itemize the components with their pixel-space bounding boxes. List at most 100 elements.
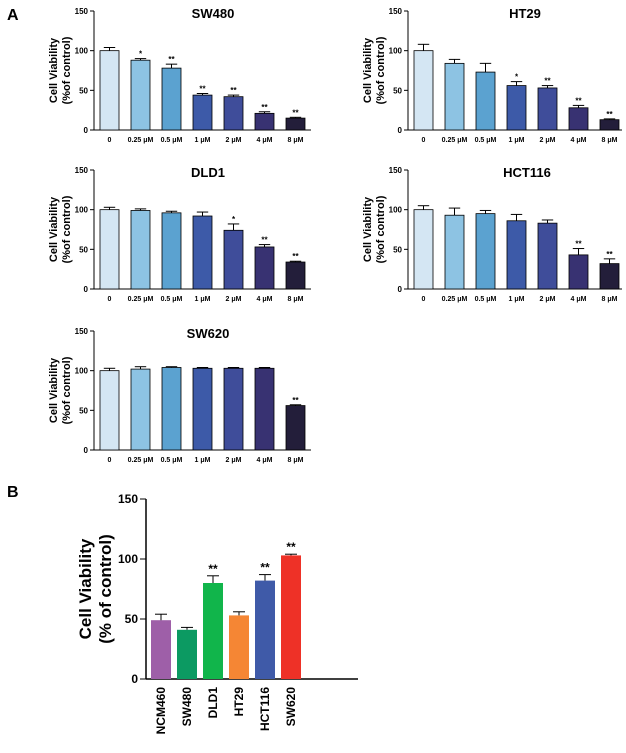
chart-title: HCT116: [503, 165, 551, 180]
bar: [99, 50, 120, 131]
y-tick-label: 150: [118, 492, 138, 506]
chart-sw620: SW620 0 50 100 150 Cell Viability (%of control…: [48, 326, 311, 464]
bar: [223, 96, 244, 131]
y-tick-label: 50: [125, 612, 139, 626]
y-tick-label: 0: [398, 126, 403, 135]
bar: [413, 50, 434, 131]
x-tick-label: SW620: [284, 687, 298, 727]
y-axis-label-unit: (%of control): [61, 36, 73, 104]
y-axis-label: Cell Viability: [362, 196, 374, 262]
y-axis-label: Cell Viability: [362, 37, 374, 103]
bar: [285, 261, 306, 290]
x-tick-label: 0.5 μM: [475, 137, 497, 144]
bar: [254, 367, 275, 451]
y-tick-label: 100: [75, 367, 89, 376]
x-tick-label: 0: [422, 137, 426, 144]
x-tick-label: HCT116: [258, 687, 272, 731]
chart-sw480: SW480 0 50 100 150 Cell Viability (%of control…: [48, 6, 311, 144]
x-tick-label: 4 μM: [257, 137, 273, 144]
x-tick-label: NCM460: [154, 687, 168, 735]
x-tick-label: 4 μM: [257, 457, 273, 464]
significance-mark: **: [261, 236, 268, 245]
x-tick-label: 0: [108, 296, 112, 303]
x-tick-label: HT29: [232, 687, 246, 717]
bar: [537, 222, 558, 290]
y-tick-label: 100: [75, 47, 89, 56]
y-tick-label: 100: [389, 47, 403, 56]
bar: [229, 615, 249, 679]
x-tick-label: 0: [108, 137, 112, 144]
x-tick-label: 0.25 μM: [442, 137, 468, 144]
significance-mark: **: [292, 252, 299, 261]
significance-mark: **: [575, 240, 582, 249]
significance-mark: **: [261, 103, 268, 112]
bar: [537, 87, 558, 131]
y-tick-label: 150: [75, 7, 89, 16]
bar: [254, 112, 275, 131]
bar: [223, 367, 244, 451]
y-tick-label: 100: [389, 206, 403, 215]
x-tick-label: DLD1: [206, 687, 220, 719]
significance-mark: **: [230, 86, 237, 95]
x-tick-label: 0.5 μM: [475, 296, 497, 303]
significance-mark: **: [286, 540, 296, 554]
bar: [130, 368, 151, 451]
y-tick-label: 100: [75, 206, 89, 215]
y-tick-label: 0: [84, 446, 89, 455]
bar: [475, 213, 496, 290]
x-tick-label: 2 μM: [226, 137, 242, 144]
y-tick-label: 150: [75, 327, 89, 336]
x-tick-label: 2 μM: [226, 296, 242, 303]
significance-mark: **: [260, 561, 270, 575]
significance-mark: **: [208, 562, 218, 576]
bar: [444, 214, 465, 290]
x-tick-label: 1 μM: [195, 457, 211, 464]
significance-mark: *: [139, 50, 143, 59]
x-tick-label: 8 μM: [288, 457, 304, 464]
x-tick-label: 2 μM: [540, 296, 556, 303]
x-tick-label: 0.25 μM: [128, 457, 154, 464]
x-tick-label: 8 μM: [602, 137, 618, 144]
bar: [223, 229, 244, 290]
bar: [444, 62, 465, 131]
bar: [130, 59, 151, 131]
x-tick-label: 1 μM: [509, 137, 525, 144]
x-tick-label: 8 μM: [288, 137, 304, 144]
significance-mark: **: [575, 96, 582, 105]
x-tick-label: 4 μM: [571, 137, 587, 144]
bar: [475, 71, 496, 131]
x-tick-label: 4 μM: [257, 296, 273, 303]
x-tick-label: 1 μM: [509, 296, 525, 303]
y-axis-label: Cell Viability: [48, 37, 60, 103]
x-tick-label: 1 μM: [195, 137, 211, 144]
y-axis-label-unit: (% of control): [96, 534, 115, 644]
x-tick-label: 0.25 μM: [128, 137, 154, 144]
x-tick-label: 8 μM: [288, 296, 304, 303]
chart-title: DLD1: [191, 165, 225, 180]
panel-label-b: B: [7, 484, 19, 501]
bar: [99, 370, 120, 451]
chart-ht29: HT29 0 50 100 150 Cell Viability (%of control)…: [362, 6, 622, 144]
bar: [599, 263, 620, 290]
bar: [99, 209, 120, 290]
y-tick-label: 150: [389, 166, 403, 175]
chart-hct116: HCT116 0 50 100 150 Cell Viability (%of contro…: [362, 165, 622, 303]
bar: [254, 246, 275, 290]
chart-title: HT29: [509, 6, 541, 21]
y-axis-label-unit: (%of control): [375, 36, 387, 104]
y-axis-label: Cell Viability: [76, 538, 95, 639]
y-axis-label-unit: (%of control): [375, 195, 387, 263]
y-axis-label-unit: (%of control): [61, 356, 73, 424]
y-tick-label: 50: [79, 86, 88, 95]
x-tick-label: 0.5 μM: [161, 137, 183, 144]
panel-label-a: A: [7, 7, 19, 24]
significance-mark: **: [199, 85, 206, 94]
significance-mark: *: [232, 215, 236, 224]
bar: [285, 117, 306, 131]
significance-mark: **: [606, 250, 613, 259]
bar: [255, 580, 275, 679]
bar: [192, 94, 213, 131]
bar: [506, 220, 527, 290]
